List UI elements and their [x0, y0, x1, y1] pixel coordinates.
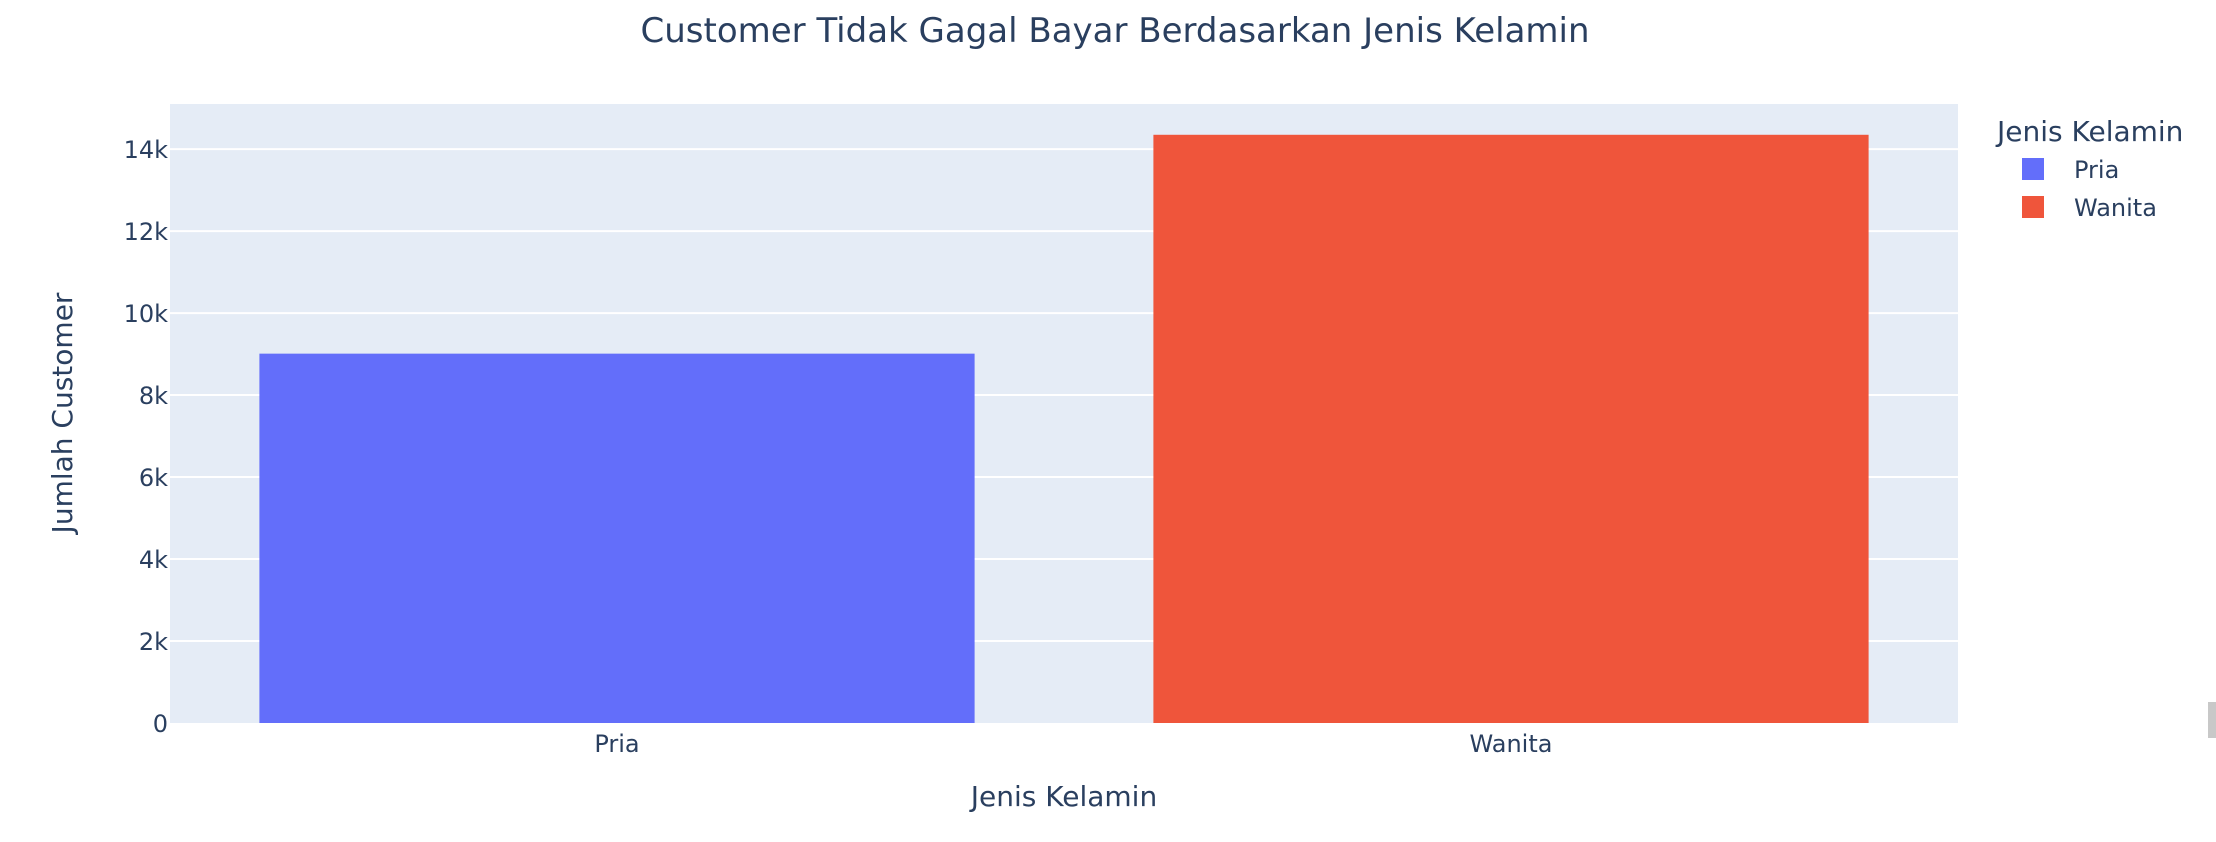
legend-label: Pria	[2074, 156, 2119, 184]
bar-pria[interactable]	[259, 353, 975, 723]
y-tick-label: 8k	[139, 382, 168, 410]
y-tick-label: 12k	[124, 218, 169, 246]
legend-swatch	[2022, 196, 2044, 218]
legend-title: Jenis Kelamin	[1995, 115, 2183, 148]
y-axis-ticks: 0 2k 4k 6k 8k 10k 12k 14k	[124, 136, 169, 738]
y-tick-label: 6k	[139, 464, 168, 492]
legend-item-pria[interactable]: Pria	[2022, 156, 2119, 184]
x-axis-title: Jenis Kelamin	[969, 780, 1157, 813]
legend-item-wanita[interactable]: Wanita	[2022, 194, 2157, 222]
y-tick-label: 4k	[139, 546, 168, 574]
y-tick-label: 2k	[139, 628, 168, 656]
bar-wanita[interactable]	[1153, 134, 1869, 724]
legend[interactable]: Jenis Kelamin Pria Wanita	[1995, 115, 2183, 222]
x-axis-ticks: Pria Wanita	[594, 730, 1552, 758]
bars	[259, 134, 1869, 724]
y-axis-title: Jumlah Customer	[46, 292, 79, 535]
y-tick-label: 14k	[124, 136, 169, 164]
resize-handle[interactable]	[2208, 702, 2216, 738]
chart-title: Customer Tidak Gagal Bayar Berdasarkan J…	[640, 11, 1589, 51]
legend-swatch	[2022, 158, 2044, 180]
y-tick-label: 0	[153, 710, 168, 738]
x-tick-label: Wanita	[1470, 730, 1553, 758]
y-tick-label: 10k	[124, 300, 169, 328]
legend-label: Wanita	[2074, 194, 2157, 222]
x-tick-label: Pria	[594, 730, 639, 758]
